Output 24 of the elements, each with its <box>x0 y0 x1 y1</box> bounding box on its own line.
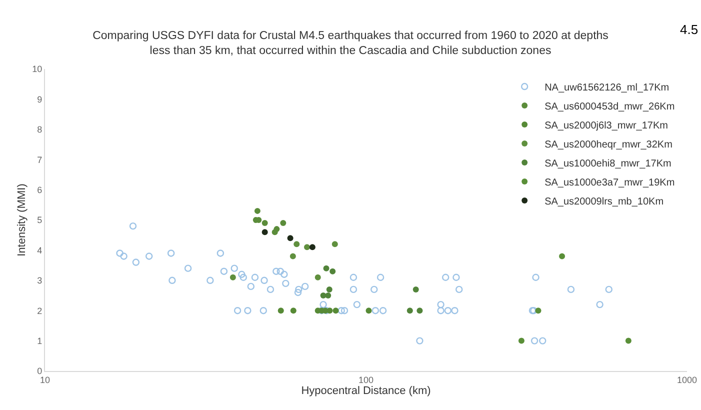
y-tick-label: 1 <box>37 336 42 346</box>
legend-label: SA_us1000e3a7_mwr_19Km <box>544 177 675 188</box>
y-tick-label: 2 <box>37 306 42 316</box>
y-tick-label: 8 <box>37 124 42 135</box>
y-tick-label: 5 <box>37 215 42 226</box>
x-axis-title: Hypocentral Distance (km) <box>301 385 431 397</box>
y-tick-label: 9 <box>37 94 42 104</box>
legend-label: SA_us1000ehi8_mwr_17Km <box>544 158 672 170</box>
y-tick-label: 7 <box>37 154 42 165</box>
legend-label: SA_us20009lrs_mb_10Km <box>544 196 664 208</box>
y-tick-label: 4 <box>37 245 42 256</box>
x-tick-label: 100 <box>358 374 374 385</box>
y-axis-title: Intensity (MMI) <box>16 184 28 256</box>
y-tick-label: 6 <box>37 184 42 195</box>
text: 4.5 <box>680 22 698 37</box>
legend-label: SA_us2000heqr_mwr_32Km <box>544 139 672 150</box>
x-tick-label: 1000 <box>676 374 698 385</box>
y-tick-label: 3 <box>37 276 42 286</box>
legend-label: SA_us6000453d_mwr_26Km <box>544 101 675 112</box>
y-tick-label: 0 <box>37 366 42 376</box>
y-tick-label: 10 <box>32 64 42 74</box>
legend-label: SA_us2000j6l3_mwr_17Km <box>544 120 668 132</box>
legend-label: NA_uw61562126_ml_17Km <box>544 82 670 94</box>
chart-title: Comparing USGS DYFI data for Crustal M4.5 earthquakes that occurred from 1960 to 2020 at depths less than 35 km, that occurred within the Cascadia and Chile subduction zones <box>92 30 609 57</box>
